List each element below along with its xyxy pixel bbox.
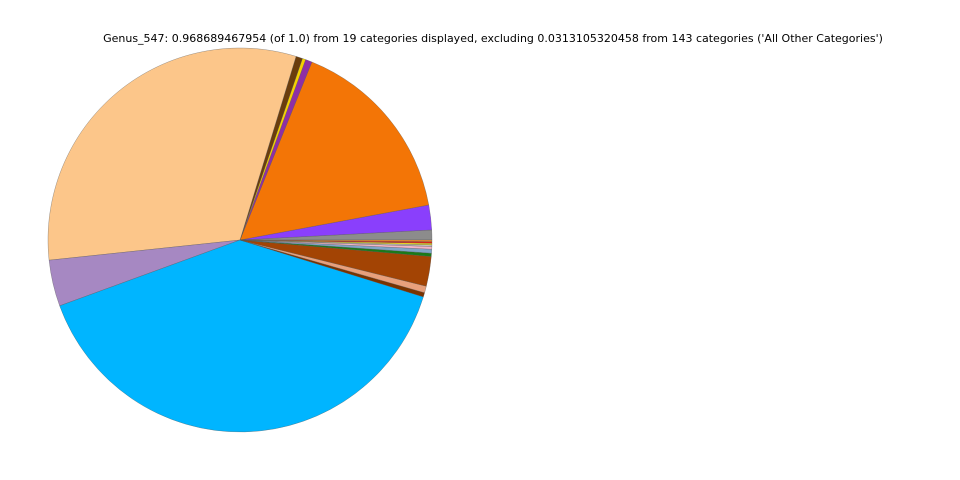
pie-slice: [239, 61, 429, 241]
pie-slice: [239, 239, 433, 242]
pie-slice: [59, 239, 424, 433]
chart-title: Genus_547: 0.968689467954 (of 1.0) from …: [103, 32, 883, 45]
pie-slice: [47, 47, 297, 261]
